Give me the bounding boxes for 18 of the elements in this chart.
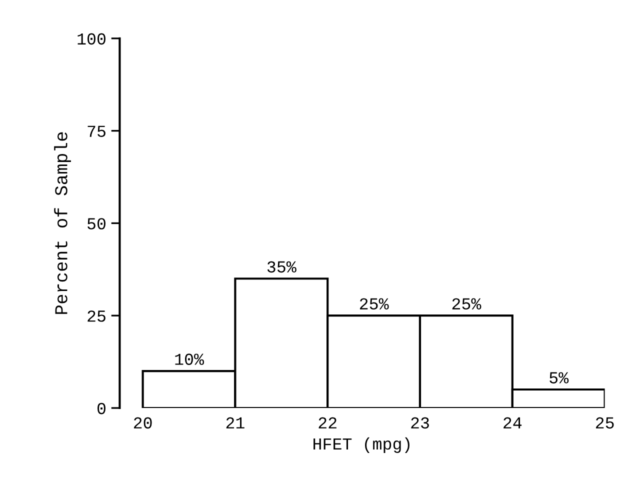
x-tick-label: 25 bbox=[596, 417, 614, 429]
data-label: 10% bbox=[175, 354, 204, 365]
y-axis-title: Percent of Sample bbox=[54, 132, 71, 314]
x-tick-label: 20 bbox=[134, 417, 152, 429]
data-label: 25% bbox=[452, 298, 482, 310]
y-tick-label: 50 bbox=[88, 218, 106, 230]
x-axis-title: HFET (mpg) bbox=[314, 437, 410, 453]
y-tick-label: 25 bbox=[88, 310, 106, 322]
data-label: 5% bbox=[550, 372, 569, 384]
y-tick-label: 75 bbox=[88, 126, 106, 138]
y-tick-label: 0 bbox=[98, 402, 106, 414]
y-tick-label: 100 bbox=[78, 33, 106, 45]
x-tick-label: 24 bbox=[504, 417, 522, 428]
data-label: 35% bbox=[267, 261, 296, 273]
data-label: 25% bbox=[360, 298, 389, 310]
x-tick-label: 23 bbox=[411, 417, 429, 429]
x-tick-label: 22 bbox=[318, 417, 336, 428]
x-tick-label: 21 bbox=[226, 417, 244, 428]
